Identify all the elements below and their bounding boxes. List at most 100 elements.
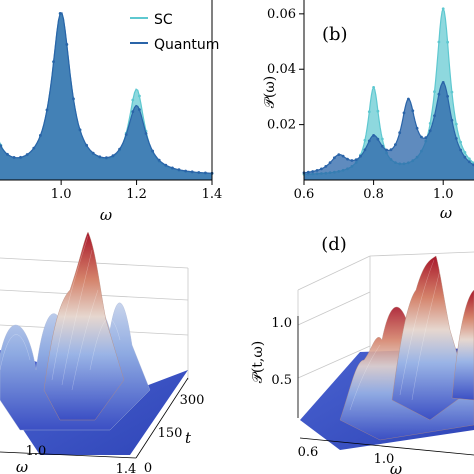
panel-c-tlabel: t: [185, 429, 192, 447]
panel-c-xtick-0: 1.0: [26, 444, 47, 459]
panel-a-quantum-point: [91, 151, 95, 155]
panel-b: 0.6 0.8 1.0 0.02 0.04 0.06 (b) ω 𝒫(ω): [262, 0, 474, 222]
panel-d-xlabel: ω: [390, 460, 402, 474]
panel-a-quantum-point: [138, 108, 141, 111]
panel-b-quantum-point: [450, 118, 454, 122]
panel-b-quantum-point: [459, 148, 462, 152]
panel-b-quantum-point: [320, 167, 323, 171]
panel-c-ttick-0: 0: [144, 461, 152, 474]
panel-b-sc-point: [433, 90, 436, 94]
panel-b-xticks: 0.6 0.8 1.0: [294, 180, 454, 202]
panel-a-quantum-point: [39, 134, 42, 137]
panel-a-quantum-point: [111, 154, 115, 158]
panel-b-sc-point: [437, 40, 441, 44]
panel-b-quantum-area: [304, 82, 474, 180]
panel-b-quantum-point: [328, 161, 332, 165]
panel-d-surface-ridges: [349, 259, 441, 411]
panel-a-sc-point: [138, 94, 141, 98]
panel-c-surface-ridges: [0, 235, 121, 391]
panel-a-quantum-point: [184, 169, 188, 173]
panel-b-xtick-label: 1.0: [433, 187, 454, 202]
panel-c-t-axis: [135, 377, 189, 459]
panel-b-sc-point: [363, 138, 367, 142]
panel-b-sc-point: [372, 86, 375, 89]
panel-b-sc-point: [454, 122, 458, 126]
panel-a-quantum-point: [131, 110, 135, 114]
panel-c-xtick-1: 1.4: [116, 462, 137, 474]
panel-a-xtick-label: 1.0: [51, 187, 72, 202]
panel-a-quantum-point: [171, 166, 174, 170]
panel-b-quantum-point: [354, 158, 358, 162]
panel-b-quantum-point: [324, 165, 328, 168]
panel-a-sc-point: [131, 98, 135, 102]
panel-a-series: [0, 12, 214, 180]
panel-b-quantum-point: [402, 111, 406, 115]
panel-d-x-axis: [299, 437, 474, 456]
panel-b-xtick-label: 0.8: [363, 187, 384, 202]
panel-a-quantum-point: [85, 143, 88, 147]
panel-a-xtick-label: 1.2: [126, 187, 147, 202]
panel-a-quantum-point: [19, 155, 22, 159]
panel-b-sc-point: [446, 40, 449, 44]
panel-b-quantum-point: [454, 137, 458, 140]
panel-b-quantum-point: [389, 148, 393, 152]
panel-b-sc-point: [376, 109, 380, 113]
panel-b-quantum-point: [376, 137, 380, 141]
panel-b-sc-point: [367, 110, 371, 114]
panel-b-quantum-point: [306, 170, 310, 174]
panel-b-quantum-point: [415, 126, 419, 130]
panel-a-quantum-point: [45, 108, 49, 112]
panel-b-quantum-point: [420, 135, 423, 139]
panel-b-ylabel: 𝒫(ω): [262, 76, 278, 108]
panel-b-ytick-label: 0.04: [267, 62, 296, 77]
panel-b-sc-point: [463, 151, 467, 154]
panel-b-xlabel: ω: [440, 204, 452, 222]
panel-b-quantum-point: [398, 131, 402, 135]
panel-b-quantum-point: [359, 154, 362, 158]
panel-b-sc-point: [380, 137, 384, 141]
panel-b-label: (b): [322, 24, 348, 45]
panel-b-quantum-point: [333, 156, 336, 160]
panel-d-xtick-0: 0.6: [298, 445, 319, 460]
panel-a-xtick-label: 1.4: [202, 187, 223, 202]
panel-b-sc-point: [450, 90, 454, 94]
panel-c-x-axis: [0, 451, 137, 459]
panel-b-sc-point: [467, 157, 471, 161]
panel-a-quantum-point: [190, 170, 194, 174]
legend-label-sc: SC: [154, 12, 173, 28]
panel-a-quantum-point: [204, 171, 207, 175]
panel-b-sc-point: [459, 140, 462, 144]
panel-a-quantum-point: [6, 152, 9, 156]
panel-d-ztick-0: 0.5: [271, 373, 292, 388]
panel-b-quantum-point: [341, 154, 345, 158]
panel-b-quantum-point: [372, 134, 375, 137]
panel-b-ytick-label: 0.06: [267, 7, 296, 22]
panel-d-surface-right-peak: [451, 289, 474, 401]
panel-b-quantum-point: [363, 148, 367, 152]
panel-c-ttick-1: 150: [158, 426, 183, 441]
panel-a-xticks: 1.0 1.2 1.4: [51, 180, 223, 202]
panel-a-quantum-point: [144, 132, 148, 135]
panel-d-zlabel: 𝒫(t,ω): [250, 341, 266, 384]
panel-a-quantum-point: [72, 97, 75, 101]
panel-b-quantum-point: [380, 144, 384, 148]
panel-b-quantum-point: [441, 81, 445, 84]
panel-a-xlabel: ω: [100, 206, 112, 224]
panel-b-quantum-point: [463, 155, 467, 159]
panel-a-quantum-point: [25, 153, 29, 156]
panel-a-legend: SC Quantum: [130, 12, 219, 53]
panel-b-quantum-point: [407, 97, 410, 101]
legend-label-quantum: Quantum: [154, 37, 219, 53]
panel-a-quantum-point: [197, 171, 201, 174]
panel-b-quantum-point: [315, 169, 319, 172]
panel-d-label: (d): [321, 234, 347, 255]
panel-b-quantum-point: [411, 109, 415, 113]
panel-a: 1.0 1.2 1.4 ω SC Quantum: [0, 0, 222, 224]
panel-b-quantum-point: [446, 95, 449, 98]
panel-a-quantum-point: [105, 156, 108, 160]
panel-b-quantum-point: [467, 160, 471, 164]
panel-a-quantum-area: [0, 12, 212, 180]
panel-c-xlabel: ω: [16, 458, 28, 474]
panel-b-quantum-point: [311, 170, 315, 173]
